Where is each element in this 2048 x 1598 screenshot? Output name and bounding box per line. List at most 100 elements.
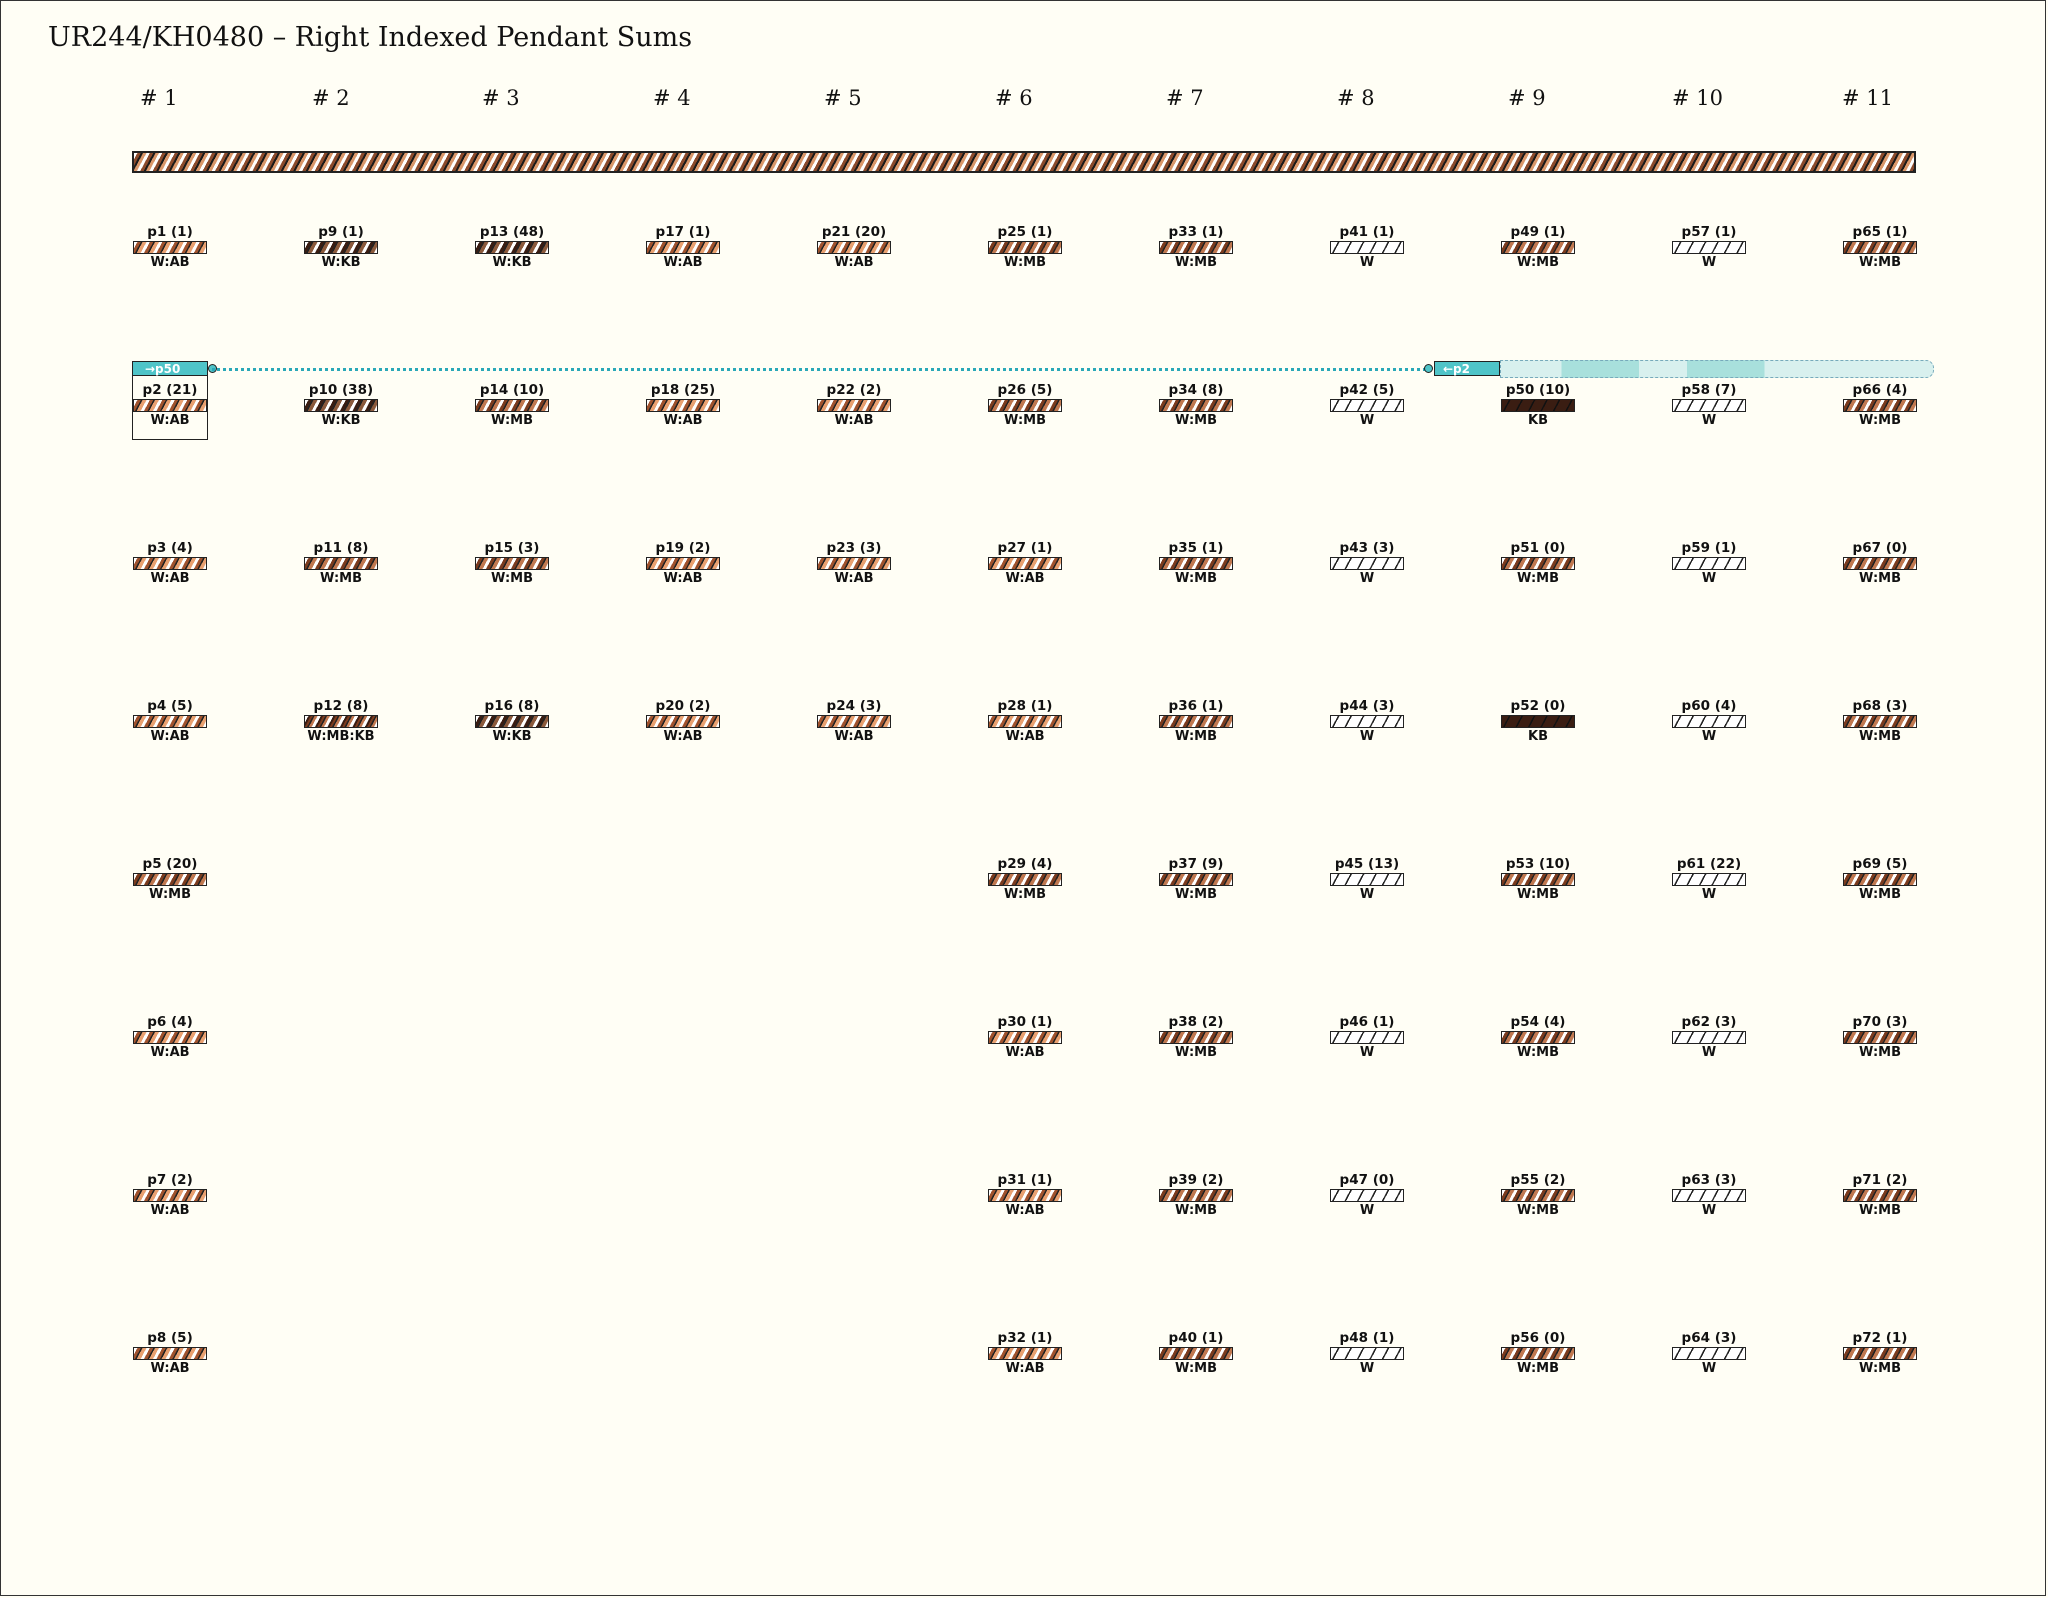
pendant-color-code: W:MB (1517, 887, 1559, 902)
pendant-color-code: W:AB (1005, 1203, 1045, 1218)
link-dotted-line (212, 368, 1426, 371)
pendant-cord-swatch (1843, 1031, 1917, 1044)
pendant-cord-swatch (1843, 241, 1917, 254)
pendant-label: p57 (1) (1681, 224, 1737, 240)
pendant: p30 (1) W:AB (970, 1014, 1080, 1061)
pendant-color-code: W:AB (834, 255, 874, 270)
pendant-color-code: W (1359, 729, 1375, 744)
pendant-label: p9 (1) (318, 224, 364, 240)
page-title: UR244/KH0480 – Right Indexed Pendant Sum… (48, 22, 693, 53)
pendant-cord-swatch (1330, 715, 1404, 728)
pendant-cord-swatch (1330, 1189, 1404, 1202)
pendant-color-code: W:MB (1175, 255, 1217, 270)
pendant-label: p13 (48) (479, 224, 545, 240)
pendant-cord-swatch (988, 557, 1062, 570)
pendant-color-code: W (1359, 255, 1375, 270)
pendant: p17 (1) W:AB (628, 224, 738, 271)
pendant-label: p44 (3) (1339, 698, 1395, 714)
pendant-label: p53 (10) (1505, 856, 1571, 872)
pendant: p25 (1) W:MB (970, 224, 1080, 271)
pendant-cord-swatch (1843, 715, 1917, 728)
pendant: p53 (10) W:MB (1483, 856, 1593, 903)
pendant: p16 (8) W:KB (457, 698, 567, 745)
pendant-label: p52 (0) (1510, 698, 1566, 714)
pendant-label: p32 (1) (997, 1330, 1053, 1346)
pendant-cord-swatch (1501, 715, 1575, 728)
pendant-color-code: W:MB (491, 571, 533, 586)
pendant-color-code: W:MB (1175, 729, 1217, 744)
pendant: p1 (1) W:AB (115, 224, 225, 271)
pendant: p21 (20) W:AB (799, 224, 909, 271)
pendant-color-code: W:MB (1175, 1361, 1217, 1376)
pendant: p36 (1) W:MB (1141, 698, 1251, 745)
pendant: p2 (21) W:AB (115, 382, 225, 429)
pendant-cord-swatch (1330, 1347, 1404, 1360)
pendant-label: p35 (1) (1168, 540, 1224, 556)
pendant: p58 (7) W (1654, 382, 1764, 429)
pendant-color-code: W:KB (321, 255, 361, 270)
pendant-cord-swatch (475, 557, 549, 570)
pendant-color-code: W:AB (150, 255, 190, 270)
pendant-cord-swatch (1672, 399, 1746, 412)
pendant: p24 (3) W:AB (799, 698, 909, 745)
pendant-color-code: W (1359, 1203, 1375, 1218)
pendant-cord-swatch (1330, 557, 1404, 570)
pendant: p64 (3) W (1654, 1330, 1764, 1377)
pendant-color-code: W (1701, 1045, 1717, 1060)
pendant-label: p19 (2) (655, 540, 711, 556)
pendant-label: p45 (13) (1334, 856, 1400, 872)
pendant: p3 (4) W:AB (115, 540, 225, 587)
pendant-label: p5 (20) (142, 856, 198, 872)
pendant-cord-swatch (475, 399, 549, 412)
pendant: p26 (5) W:MB (970, 382, 1080, 429)
group-header: # 4 (653, 86, 691, 110)
link-source-tag: →p50 (132, 361, 208, 376)
group-header: # 10 (1672, 86, 1723, 110)
pendant: p70 (3) W:MB (1825, 1014, 1935, 1061)
pendant-cord-swatch (1843, 1189, 1917, 1202)
pendant-cord-swatch (1330, 873, 1404, 886)
pendant: p39 (2) W:MB (1141, 1172, 1251, 1219)
pendant-cord-swatch (1159, 1031, 1233, 1044)
pendant-label: p15 (3) (484, 540, 540, 556)
pendant-color-code: W:AB (663, 413, 703, 428)
pendant-cord-swatch (133, 873, 207, 886)
pendant-label: p72 (1) (1852, 1330, 1908, 1346)
pendant-cord-swatch (1672, 1189, 1746, 1202)
pendant-label: p65 (1) (1852, 224, 1908, 240)
pendant-cord-swatch (1501, 1189, 1575, 1202)
pendant-cord-swatch (646, 399, 720, 412)
pendant-label: p50 (10) (1505, 382, 1571, 398)
pendant-label: p4 (5) (147, 698, 193, 714)
pendant-color-code: W:MB (1859, 887, 1901, 902)
pendant-color-code: W (1701, 413, 1717, 428)
pendant-label: p27 (1) (997, 540, 1053, 556)
pendant-label: p69 (5) (1852, 856, 1908, 872)
pendant-color-code: W:KB (492, 729, 532, 744)
pendant: p37 (9) W:MB (1141, 856, 1251, 903)
pendant-color-code: W:AB (150, 729, 190, 744)
pendant-cord-swatch (1330, 399, 1404, 412)
pendant: p41 (1) W (1312, 224, 1422, 271)
pendant: p49 (1) W:MB (1483, 224, 1593, 271)
pendant-color-code: W:MB (1004, 255, 1046, 270)
pendant-color-code: W:MB (1517, 1361, 1559, 1376)
pendant-cord-swatch (1501, 399, 1575, 412)
pendant-cord-swatch (1843, 399, 1917, 412)
pendant-color-code: W:AB (663, 255, 703, 270)
pendant-cord-swatch (133, 557, 207, 570)
pendant: p11 (8) W:MB (286, 540, 396, 587)
pendant-color-code: W (1701, 1361, 1717, 1376)
pendant-color-code: W (1701, 571, 1717, 586)
pendant-color-code: W:MB (1517, 571, 1559, 586)
pendant-label: p16 (8) (484, 698, 540, 714)
pendant-color-code: W:MB (1859, 1361, 1901, 1376)
pendant-color-code: W:MB (1859, 571, 1901, 586)
pendant-cord-swatch (1672, 1347, 1746, 1360)
pendant-color-code: W:AB (1005, 1361, 1045, 1376)
pendant-cord-swatch (988, 399, 1062, 412)
pendant-color-code: W:AB (150, 1045, 190, 1060)
link-target-dot (1424, 364, 1433, 373)
pendant-label: p3 (4) (147, 540, 193, 556)
pendant-label: p2 (21) (142, 382, 198, 398)
